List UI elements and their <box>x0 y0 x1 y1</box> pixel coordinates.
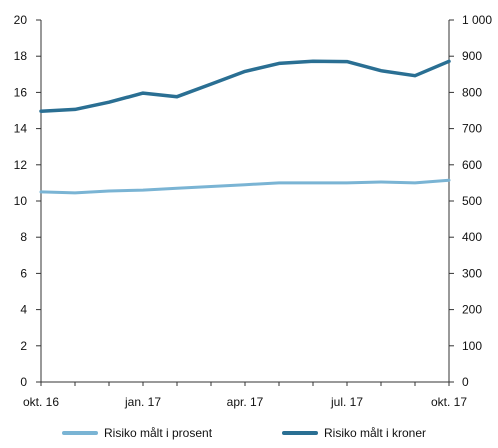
right-tick-label: 300 <box>462 266 482 280</box>
left-tick-label: 8 <box>20 230 27 244</box>
x-tick-label: okt. 16 <box>23 395 59 409</box>
legend: Risiko målt i prosent Risiko målt i kron… <box>0 426 498 446</box>
x-tick-label: okt. 17 <box>431 395 467 409</box>
left-tick-label: 6 <box>20 266 27 280</box>
legend-swatch-percent <box>62 431 98 435</box>
line-chart: 0246810121416182001002003004005006007008… <box>14 13 493 409</box>
left-tick-label: 18 <box>14 49 28 63</box>
legend-label-kroner: Risiko målt i kroner <box>324 426 427 440</box>
legend-item-kroner: Risiko målt i kroner <box>282 426 426 440</box>
legend-swatch-kroner <box>282 431 318 435</box>
right-tick-label: 700 <box>462 122 482 136</box>
left-tick-label: 16 <box>14 85 28 99</box>
left-tick-label: 0 <box>20 375 27 389</box>
left-tick-label: 12 <box>14 158 28 172</box>
right-tick-label: 800 <box>462 85 482 99</box>
legend-label-percent: Risiko målt i prosent <box>104 426 213 440</box>
right-tick-label: 600 <box>462 158 482 172</box>
right-tick-label: 900 <box>462 49 482 63</box>
right-tick-label: 1 000 <box>462 13 492 27</box>
x-tick-label: apr. 17 <box>227 395 264 409</box>
right-tick-label: 500 <box>462 194 482 208</box>
legend-item-percent: Risiko målt i prosent <box>62 426 212 440</box>
right-tick-label: 100 <box>462 339 482 353</box>
right-tick-label: 400 <box>462 230 482 244</box>
left-tick-label: 10 <box>14 194 28 208</box>
series-line-percent <box>39 178 451 195</box>
right-tick-label: 0 <box>462 375 469 389</box>
left-tick-label: 14 <box>14 122 28 136</box>
left-tick-label: 2 <box>20 339 27 353</box>
x-tick-label: jul. 17 <box>330 395 363 409</box>
left-tick-label: 20 <box>14 13 28 27</box>
x-tick-label: jan. 17 <box>124 395 161 409</box>
right-tick-label: 200 <box>462 303 482 317</box>
left-tick-label: 4 <box>20 303 27 317</box>
series-line-kroner <box>39 59 451 113</box>
